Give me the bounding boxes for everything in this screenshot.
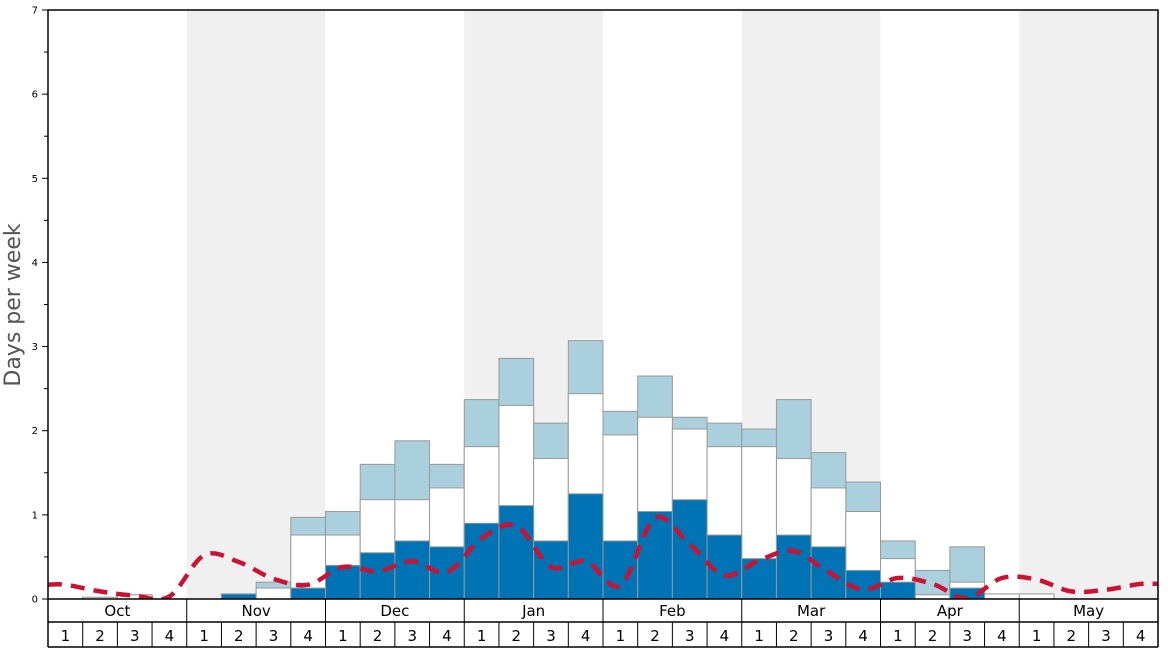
week-label: 4 (165, 627, 175, 645)
week-label: 2 (512, 627, 522, 645)
bar-dark (463, 522, 500, 600)
week-label: 4 (303, 627, 313, 645)
y-tick-label: 7 (32, 6, 38, 17)
week-label: 3 (1101, 627, 1111, 645)
trend-line-path (47, 514, 1159, 602)
week-label: 4 (1136, 627, 1146, 645)
bar-middle (255, 587, 292, 600)
bar-total (914, 569, 951, 600)
bar-dark (359, 552, 396, 600)
bar-dark (533, 540, 569, 600)
week-label: 1 (338, 627, 348, 645)
week-label: 2 (928, 627, 938, 645)
y-tick-label: 0 (32, 595, 38, 606)
y-tick-label: 4 (32, 258, 38, 269)
bar-dark (325, 564, 361, 600)
week-label: 1 (61, 627, 71, 645)
week-label: 1 (199, 627, 209, 645)
week-label: 4 (858, 627, 868, 645)
week-label: 1 (893, 627, 903, 645)
month-band (186, 10, 326, 599)
week-label: 2 (373, 627, 383, 645)
month-label-apr: Apr (937, 602, 964, 620)
week-label: 3 (962, 627, 972, 645)
bar-dark (671, 499, 708, 600)
month-label-oct: Oct (104, 602, 130, 620)
week-label: 4 (720, 627, 730, 645)
week-label: 2 (95, 627, 105, 645)
week-label: 3 (130, 627, 140, 645)
x-axis: Oct 1 2 3 4 Nov 1 2 3 4 Dec 1 2 3 4 Jan 1 2 3 4 Feb 1 2 3 4 Mar 1 2… (47, 599, 1159, 648)
week-label: 3 (685, 627, 695, 645)
week-label: 1 (1032, 627, 1042, 645)
week-label: 2 (650, 627, 660, 645)
week-label: 3 (407, 627, 417, 645)
week-label: 2 (789, 627, 799, 645)
week-label: 2 (234, 627, 244, 645)
week-label: 1 (616, 627, 626, 645)
week-label: 1 (477, 627, 487, 645)
bar-dark (220, 593, 257, 600)
week-label: 3 (269, 627, 279, 645)
plot-frame (47, 9, 1159, 600)
week-label: 2 (1067, 627, 1077, 645)
y-tick-label: 1 (32, 510, 38, 521)
month-bands (186, 10, 1158, 599)
y-tick-label: 2 (32, 426, 38, 437)
month-label-mar: Mar (797, 602, 826, 620)
bar-dark (637, 510, 673, 600)
month-band (1019, 10, 1158, 599)
week-label: 3 (546, 627, 556, 645)
bar-dark (880, 581, 916, 600)
month-label-feb: Feb (659, 602, 686, 620)
month-label-jan: Jan (521, 602, 545, 620)
y-tick-label: 6 (32, 90, 38, 101)
bar-dark (290, 587, 326, 600)
week-label: 4 (997, 627, 1007, 645)
bar-dark (498, 505, 535, 600)
month-label-dec: Dec (380, 602, 409, 620)
week-label: 4 (581, 627, 591, 645)
y-tick-label: 5 (32, 174, 38, 185)
month-label-nov: Nov (241, 602, 270, 620)
bar-dark (394, 540, 431, 600)
week-label: 3 (824, 627, 834, 645)
bar-middle (1018, 593, 1055, 600)
trend-line (47, 514, 1159, 602)
y-axis: 0 1 2 3 4 5 6 7 (32, 6, 48, 606)
bar-middle (984, 593, 1020, 600)
y-axis-title: Days per week (1, 223, 26, 386)
week-label: 4 (442, 627, 452, 645)
bar-dark (567, 493, 604, 600)
week-label: 1 (754, 627, 764, 645)
bar-dark (775, 534, 812, 600)
y-tick-label: 3 (32, 342, 38, 353)
bars (82, 340, 1055, 600)
month-label-may: May (1073, 602, 1104, 620)
